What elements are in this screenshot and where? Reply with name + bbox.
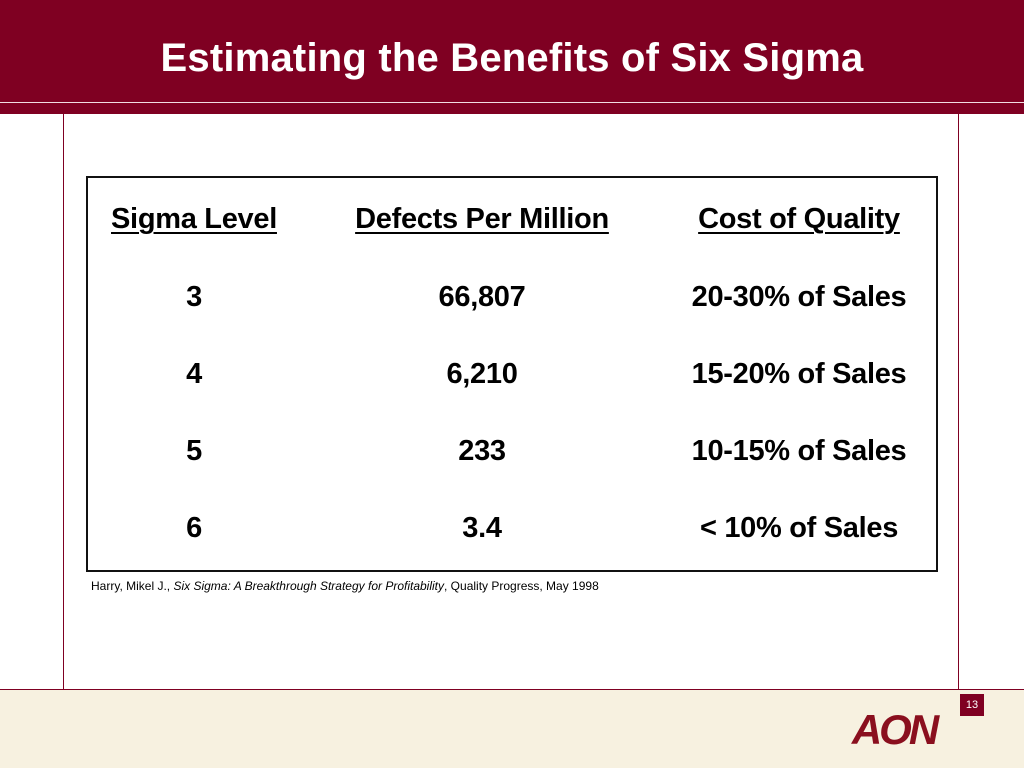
table-cell-sigma: 5 (186, 435, 202, 467)
citation: Harry, Mikel J., Six Sigma: A Breakthrou… (91, 578, 599, 594)
table-cell-sigma: 3 (186, 281, 202, 313)
aon-logo-text: AON (851, 706, 941, 752)
header-band (0, 103, 1024, 114)
column-header-sigma-level: Sigma Level (111, 203, 277, 235)
slide-title: Estimating the Benefits of Six Sigma (160, 36, 864, 80)
citation-title: Six Sigma: A Breakthrough Strategy for P… (173, 579, 445, 593)
table-cell-sigma: 6 (186, 512, 202, 544)
table-cell-defects: 3.4 (462, 512, 502, 544)
right-vertical-rule (958, 114, 959, 768)
table-cell-cost: 15-20% of Sales (691, 358, 907, 390)
table-cell-sigma: 4 (186, 358, 202, 390)
table-cell-cost: 20-30% of Sales (691, 281, 907, 313)
table-cell-cost: 10-15% of Sales (691, 435, 907, 467)
citation-author: Harry, Mikel J., (91, 579, 174, 593)
aon-logo-icon: AON (851, 706, 942, 752)
title-bar: Estimating the Benefits of Six Sigma (0, 0, 1024, 102)
header-divider (0, 102, 1024, 103)
six-sigma-table: Sigma Level Defects Per Million Cost of … (86, 176, 938, 572)
table-cell-cost: < 10% of Sales (699, 512, 899, 544)
citation-source: , Quality Progress, May 1998 (444, 579, 599, 593)
left-vertical-rule (63, 114, 64, 768)
table-cell-defects: 233 (458, 435, 506, 467)
table-cell-defects: 66,807 (438, 281, 526, 313)
footer-divider (0, 689, 1024, 690)
column-header-defects-per-million: Defects Per Million (355, 203, 609, 235)
column-header-cost-of-quality: Cost of Quality (698, 203, 900, 235)
footer-band (0, 690, 1024, 768)
page-number-badge: 13 (960, 694, 984, 716)
table-cell-defects: 6,210 (446, 358, 518, 390)
